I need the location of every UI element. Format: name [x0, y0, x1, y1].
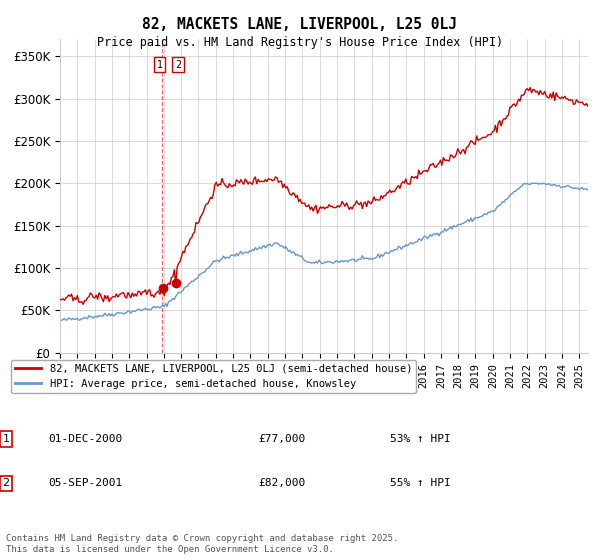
Text: 01-DEC-2000: 01-DEC-2000	[48, 434, 122, 444]
Text: £82,000: £82,000	[258, 478, 305, 488]
Text: 1: 1	[2, 434, 10, 444]
Text: 1: 1	[157, 59, 163, 69]
Text: 05-SEP-2001: 05-SEP-2001	[48, 478, 122, 488]
Text: 2: 2	[2, 478, 10, 488]
Text: 53% ↑ HPI: 53% ↑ HPI	[390, 434, 451, 444]
Legend: 82, MACKETS LANE, LIVERPOOL, L25 0LJ (semi-detached house), HPI: Average price, : 82, MACKETS LANE, LIVERPOOL, L25 0LJ (se…	[11, 360, 416, 393]
Text: 82, MACKETS LANE, LIVERPOOL, L25 0LJ: 82, MACKETS LANE, LIVERPOOL, L25 0LJ	[143, 17, 458, 32]
Text: £77,000: £77,000	[258, 434, 305, 444]
Text: 55% ↑ HPI: 55% ↑ HPI	[390, 478, 451, 488]
Text: Contains HM Land Registry data © Crown copyright and database right 2025.
This d: Contains HM Land Registry data © Crown c…	[6, 534, 398, 554]
Text: Price paid vs. HM Land Registry's House Price Index (HPI): Price paid vs. HM Land Registry's House …	[97, 36, 503, 49]
Text: 2: 2	[175, 59, 181, 69]
